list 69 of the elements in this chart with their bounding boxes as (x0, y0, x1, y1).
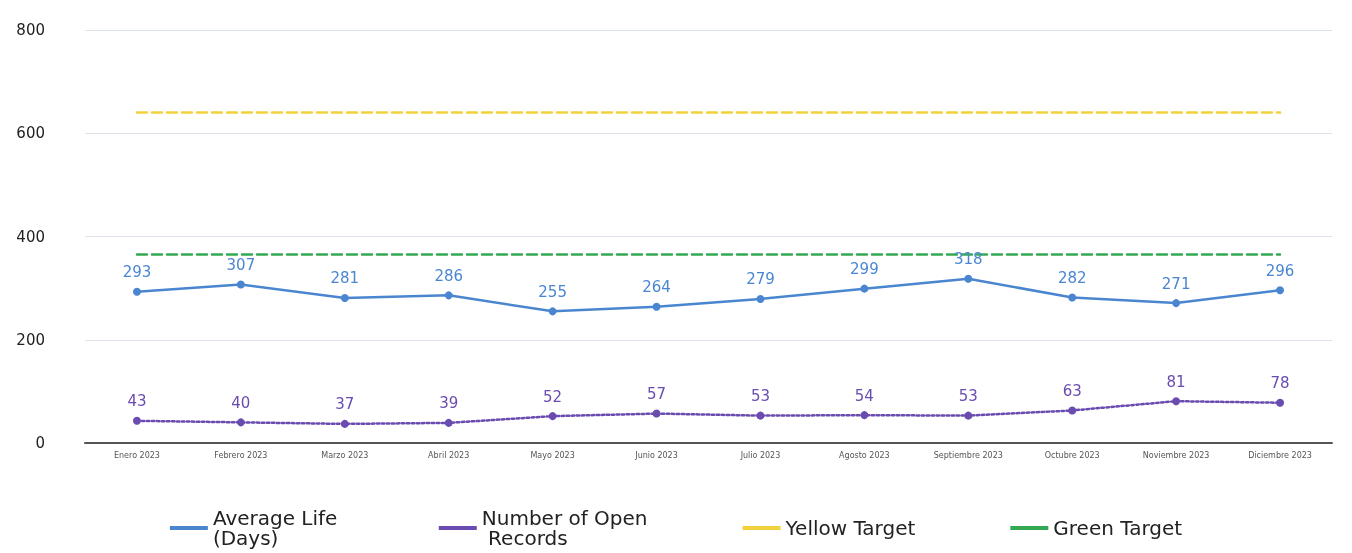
x-tick-label: Diciembre 2023 (1248, 450, 1312, 460)
data-label: 39 (439, 394, 459, 413)
data-label: 54 (854, 386, 874, 405)
data-label: 57 (646, 385, 667, 404)
x-tick-label: Junio 2023 (634, 450, 678, 460)
point (444, 291, 453, 300)
point (1068, 293, 1077, 302)
y-tick-label: 200 (16, 330, 45, 349)
x-tick-label: Agosto 2023 (839, 450, 890, 460)
point (652, 409, 661, 418)
x-tick-label: Julio 2023 (739, 450, 781, 460)
legend-label: Number of Open Records (481, 506, 648, 550)
data-label: 281 (330, 269, 360, 288)
point (1276, 398, 1285, 407)
point (964, 411, 973, 420)
x-tick-label: Febrero 2023 (214, 450, 268, 460)
point (340, 419, 349, 428)
point (132, 287, 141, 296)
data-label: 318 (953, 250, 983, 269)
data-label: 293 (122, 263, 152, 282)
point (756, 411, 765, 420)
x-tick-label: Octubre 2023 (1044, 450, 1100, 460)
data-label: 52 (543, 387, 563, 406)
y-tick-label: 0 (35, 434, 45, 452)
data-label: 40 (231, 393, 251, 412)
point (444, 418, 453, 427)
point (1276, 286, 1285, 295)
data-label: 282 (1057, 268, 1087, 287)
point (756, 294, 765, 303)
data-label: 296 (1265, 261, 1295, 280)
legend-label: Green Target (1053, 516, 1183, 540)
data-label: 43 (127, 392, 147, 411)
point (860, 411, 869, 420)
y-tick-label: 400 (16, 227, 45, 246)
point (132, 416, 141, 425)
x-tick-label: Noviembre 2023 (1142, 450, 1210, 460)
point (964, 274, 973, 283)
x-tick-label: Marzo 2023 (321, 450, 369, 460)
legend-label: Average Life (Days) (212, 506, 344, 550)
x-tick-label: Septiembre 2023 (933, 450, 1003, 460)
point (1172, 397, 1181, 406)
y-tick-label: 800 (16, 21, 45, 39)
data-label: 279 (746, 270, 775, 289)
data-label: 255 (538, 282, 567, 301)
point (236, 280, 245, 289)
data-label: 271 (1161, 274, 1191, 293)
legend-label: Yellow Target (784, 516, 916, 540)
data-label: 307 (226, 256, 256, 275)
x-tick-label: Abril 2023 (428, 450, 470, 460)
point (548, 412, 557, 421)
data-label: 286 (434, 266, 464, 285)
y-tick-label: 600 (16, 124, 45, 143)
point (340, 293, 349, 302)
data-label: 53 (750, 387, 771, 406)
data-label: 264 (642, 278, 671, 297)
data-label: 78 (1270, 374, 1290, 393)
data-label: 299 (850, 260, 879, 279)
point (860, 284, 869, 293)
data-label: 63 (1062, 381, 1082, 400)
point (236, 418, 245, 427)
x-tick-label: Enero 2023 (113, 450, 160, 460)
x-tick-label: Mayo 2023 (530, 450, 575, 460)
data-label: 37 (335, 395, 355, 414)
point (1068, 406, 1077, 415)
data-label: 81 (1166, 372, 1186, 391)
data-label: 53 (958, 387, 978, 406)
point (1172, 299, 1181, 308)
point (548, 307, 557, 316)
point (652, 302, 661, 311)
